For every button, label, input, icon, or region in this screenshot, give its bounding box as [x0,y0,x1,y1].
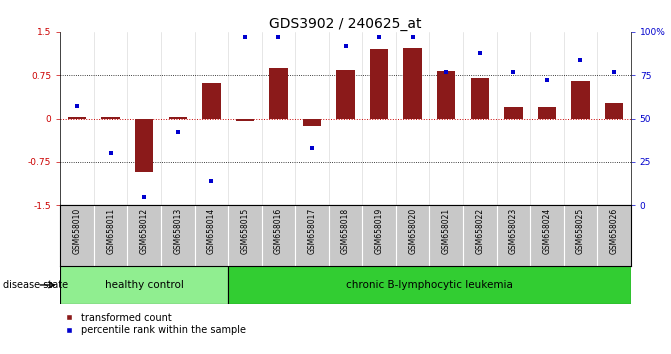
Text: GSM658024: GSM658024 [542,208,552,254]
Text: GSM658020: GSM658020 [408,208,417,254]
Bar [269,68,288,119]
Bar [605,103,623,119]
Point [441,69,452,75]
Point [307,145,317,151]
Point [508,69,519,75]
Bar [303,119,321,126]
Point [240,34,250,40]
Text: healthy control: healthy control [105,280,184,290]
Point [206,178,217,184]
Bar [403,48,422,119]
Point [609,69,619,75]
Bar [228,266,631,304]
Bar [68,118,87,119]
Point [340,43,351,48]
Bar [504,107,523,119]
Text: GSM658016: GSM658016 [274,208,283,254]
Point [474,50,485,56]
Bar [168,118,187,119]
Bar [336,70,355,119]
Bar [101,118,120,119]
Text: GSM658015: GSM658015 [240,208,250,254]
Text: GSM658018: GSM658018 [341,208,350,254]
Bar [370,49,389,119]
Text: GSM658026: GSM658026 [609,208,619,254]
Text: GSM658022: GSM658022 [475,208,484,254]
Point [172,130,183,135]
Bar [202,83,221,119]
Text: GSM658025: GSM658025 [576,208,585,254]
Point [541,78,552,83]
Bar [537,107,556,119]
Legend: transformed count, percentile rank within the sample: transformed count, percentile rank withi… [65,313,246,335]
Text: GSM658019: GSM658019 [374,208,384,254]
Point [374,34,384,40]
Point [273,34,284,40]
Bar [60,266,228,304]
Text: chronic B-lymphocytic leukemia: chronic B-lymphocytic leukemia [346,280,513,290]
Bar [236,119,254,121]
Bar [571,81,590,119]
Title: GDS3902 / 240625_at: GDS3902 / 240625_at [269,17,422,31]
Text: GSM658021: GSM658021 [442,208,451,254]
Text: GSM658011: GSM658011 [106,208,115,254]
Text: GSM658013: GSM658013 [173,208,183,254]
Bar [437,71,456,119]
Text: disease state: disease state [3,280,68,290]
Point [105,150,116,156]
Text: GSM658012: GSM658012 [140,208,149,254]
Text: GSM658017: GSM658017 [307,208,317,254]
Text: GSM658010: GSM658010 [72,208,82,254]
Bar [135,119,154,172]
Bar [470,78,489,119]
Point [72,104,83,109]
Text: GSM658023: GSM658023 [509,208,518,254]
Point [575,57,586,62]
Text: GSM658014: GSM658014 [207,208,216,254]
Point [407,34,418,40]
Point [139,194,150,200]
